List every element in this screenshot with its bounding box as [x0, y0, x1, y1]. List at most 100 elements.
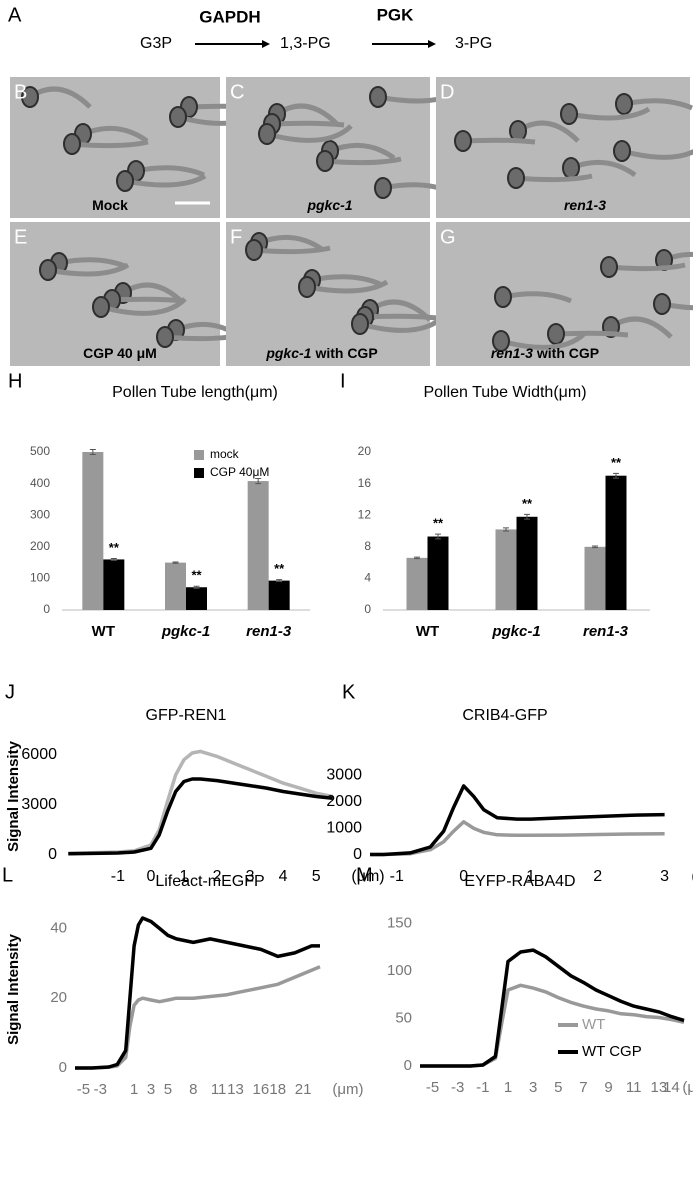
- chart-title: Lifeact-mEGFP: [155, 873, 264, 890]
- x-tick-label: 13: [227, 1081, 244, 1098]
- line-series: [75, 916, 320, 1070]
- x-tick-label: 4: [279, 868, 288, 885]
- x-tick-label: 2: [213, 868, 222, 885]
- pollen-grain: [316, 150, 334, 172]
- y-axis-label: Signal Intensity: [5, 933, 22, 1045]
- pollen-tube: [555, 330, 629, 338]
- bar: [516, 516, 538, 610]
- pollen-grain: [560, 103, 578, 125]
- pollen-grain: [116, 170, 134, 192]
- y-tick-label: 50: [395, 1009, 412, 1026]
- pollen-grain: [494, 286, 512, 308]
- chart-title: CRIB4-GFP: [462, 707, 547, 724]
- panel-label: L: [2, 864, 13, 886]
- panel-label: A: [8, 4, 22, 26]
- x-tick-label: 0: [459, 868, 468, 885]
- line-series: [370, 784, 665, 857]
- x-tick-label: -3: [451, 1079, 464, 1096]
- error-bar: [255, 478, 262, 485]
- y-tick-label: 0: [353, 846, 362, 863]
- pollen-grain: [507, 167, 525, 189]
- pollen-tube: [253, 245, 331, 255]
- pollen-tube: [661, 301, 693, 311]
- error-bar: [172, 561, 179, 564]
- significance: **: [191, 568, 202, 583]
- error-bar: [503, 527, 509, 532]
- y-tick-label: 20: [358, 444, 372, 458]
- x-tick-label: WT: [92, 623, 115, 640]
- arrow-head: [428, 40, 436, 48]
- error-bar: [193, 585, 200, 589]
- error-bar: [276, 579, 283, 583]
- error-bar: [435, 533, 441, 540]
- x-tick-label: -5: [426, 1079, 439, 1096]
- pollen-tube: [515, 173, 593, 183]
- y-tick-label: 12: [358, 507, 372, 521]
- panel-label: H: [8, 370, 22, 392]
- x-tick-label: 9: [604, 1079, 612, 1096]
- legend-label: WT CGP: [582, 1043, 642, 1060]
- pollen-tube: [124, 173, 207, 188]
- pollen-grain: [615, 93, 633, 115]
- pollen-tube: [608, 262, 686, 272]
- bar: [103, 559, 125, 610]
- pollen-tube: [271, 120, 345, 128]
- significance: **: [522, 496, 533, 511]
- x-tick-label: 18: [269, 1081, 286, 1098]
- caption-text: with CGP: [314, 345, 377, 361]
- bar: [427, 536, 449, 610]
- caption: ren1-3: [564, 197, 606, 213]
- legend-label: mock: [210, 447, 240, 461]
- x-tick-label: 3: [246, 868, 255, 885]
- pollen-grain: [169, 106, 187, 128]
- legend-label: WT: [582, 1016, 605, 1033]
- y-tick-label: 6000: [21, 746, 57, 763]
- bar: [406, 557, 428, 610]
- bar: [186, 587, 207, 610]
- pollen-grain: [547, 323, 565, 345]
- x-axis-label: (μm): [351, 868, 384, 885]
- pollen-grain: [653, 293, 671, 315]
- y-tick-label: 100: [30, 571, 50, 585]
- caption: Mock: [92, 197, 128, 213]
- line-series: [420, 983, 685, 1068]
- bar: [268, 580, 290, 610]
- enzyme: GAPDH: [199, 7, 260, 26]
- x-tick-label: 16: [253, 1081, 270, 1098]
- pollen-tube: [462, 137, 536, 145]
- x-tick-label: 14: [663, 1079, 680, 1096]
- pollen-grain: [369, 86, 387, 108]
- x-tick-label: 0: [146, 868, 155, 885]
- pollen-grain: [63, 133, 81, 155]
- panel-label: F: [230, 226, 242, 248]
- pollen-grain: [39, 259, 57, 281]
- y-tick-label: 150: [387, 914, 412, 931]
- caption: pgkc-1 with CGP: [265, 345, 377, 361]
- caption-text: pgkc-1: [306, 197, 352, 213]
- y-tick-label: 0: [48, 846, 57, 863]
- panel-label: I: [340, 370, 346, 392]
- pollen-tube: [100, 297, 187, 316]
- x-tick-label: pgkc-1: [491, 623, 540, 640]
- pollen-tube: [568, 106, 651, 121]
- x-axis-label: (μm): [682, 1079, 693, 1096]
- caption-text: Mock: [92, 197, 128, 213]
- significance: **: [433, 516, 444, 531]
- caption: CGP 40 μM: [83, 345, 157, 361]
- legend-swatch: [194, 468, 204, 478]
- chart-title: EYFP-RABA4D: [464, 873, 575, 890]
- pollen-tube: [324, 156, 402, 166]
- metabolite: 3-PG: [455, 35, 492, 52]
- metabolite: 1,3-PG: [280, 35, 331, 52]
- y-tick-label: 200: [30, 539, 50, 553]
- pollen-grain: [454, 130, 472, 152]
- pollen-tube: [71, 139, 149, 149]
- x-tick-label: 21: [295, 1081, 312, 1098]
- x-tick-label: 3: [529, 1079, 537, 1096]
- line-series: [68, 749, 334, 856]
- y-tick-label: 0: [364, 602, 371, 616]
- line-series: [68, 777, 333, 856]
